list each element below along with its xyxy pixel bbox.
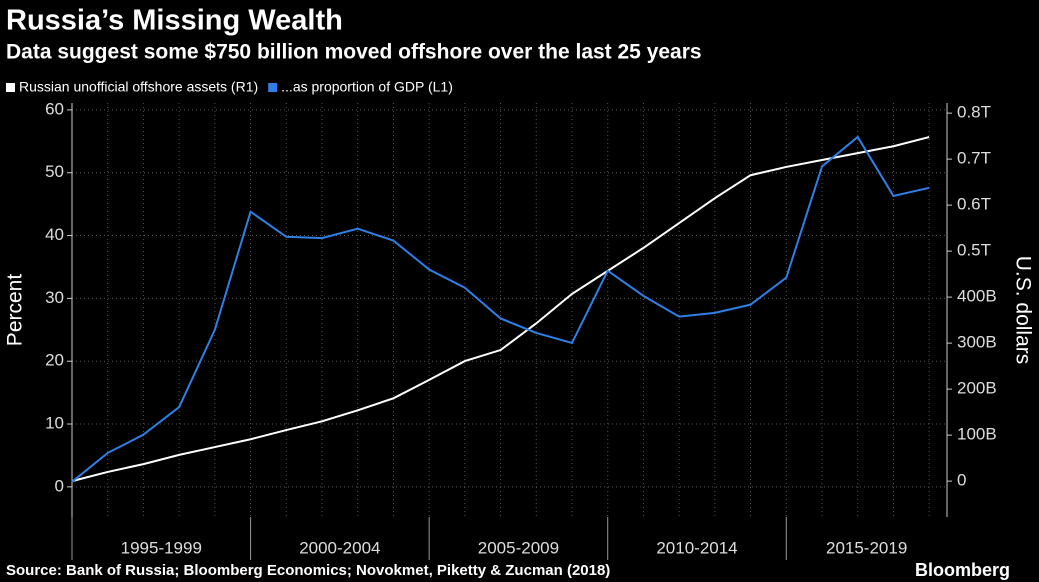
brand: Bloomberg <box>915 560 1010 580</box>
y2-tick-label: 300B <box>957 333 997 352</box>
x-group-label: 2005-2009 <box>478 538 559 557</box>
y2-tick-label: 100B <box>957 425 997 444</box>
x-group-label: 2000-2004 <box>299 538 380 557</box>
source: Source: Bank of Russia; Bloomberg Econom… <box>6 562 610 579</box>
y2-tick-label: 0.5T <box>957 241 991 260</box>
x-group-label: 2015-2019 <box>826 538 907 557</box>
y-tick-label: 60 <box>45 99 64 118</box>
y-tick-label: 10 <box>45 414 64 433</box>
y-tick-label: 30 <box>45 288 64 307</box>
y-tick-label: 0 <box>55 476 64 495</box>
legend-swatch <box>6 83 15 92</box>
legend-label: Russian unofficial offshore assets (R1) <box>19 79 258 95</box>
legend-label: ...as proportion of GDP (L1) <box>281 79 453 95</box>
y2-tick-label: 0.6T <box>957 195 991 214</box>
y2-tick-label: 0 <box>957 471 966 490</box>
x-group-label: 2010-2014 <box>656 538 737 557</box>
chart-title: Russia’s Missing Wealth <box>6 5 343 37</box>
series-line <box>71 135 930 483</box>
x-group-label: 1995-1999 <box>121 538 202 557</box>
y2-tick-label: 400B <box>957 287 997 306</box>
y-axis-label: Percent <box>4 274 27 347</box>
y-tick-label: 50 <box>45 162 64 181</box>
series-line <box>71 136 930 483</box>
y2-axis-label: U.S. dollars <box>1011 256 1034 365</box>
y-tick-label: 40 <box>45 225 64 244</box>
legend-swatch <box>268 83 278 92</box>
y2-tick-label: 0.7T <box>957 149 991 168</box>
y2-tick-label: 0.8T <box>957 103 991 122</box>
y2-tick-label: 200B <box>957 379 997 398</box>
y-tick-label: 20 <box>45 351 64 370</box>
chart-subtitle: Data suggest some $750 billion moved off… <box>6 41 702 64</box>
